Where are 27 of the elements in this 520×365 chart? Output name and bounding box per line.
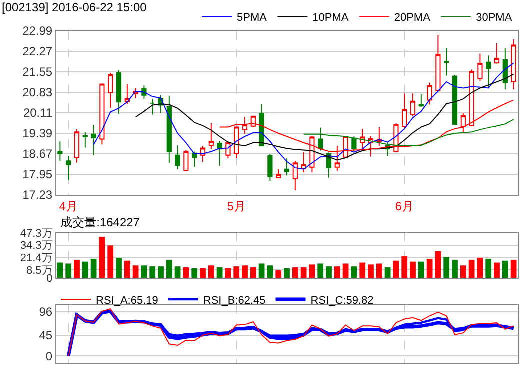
y-tick-label: 47.3万	[20, 228, 53, 240]
y-tick-label: 96	[39, 305, 53, 320]
legend-label: 30PMA	[476, 12, 513, 24]
y-tick-label: 17.95	[22, 168, 53, 182]
y-tick-label: 17.23	[22, 188, 53, 202]
y-tick-label: 21.4万	[20, 252, 53, 264]
y-tick-label: 20.11	[23, 106, 53, 120]
legend-label: RSI_B:62.45	[203, 294, 266, 307]
y-tick-label: 22.27	[22, 44, 53, 59]
y-tick-label: 19.39	[22, 126, 53, 141]
y-tick-label: 21.55	[22, 65, 53, 80]
legend-label: RSI_C:59.82	[310, 294, 374, 307]
x-tick-label: 4月	[59, 199, 78, 214]
y-tick-label: 20.83	[22, 86, 53, 100]
legend-label: 5PMA	[237, 12, 268, 24]
chart-title: 成交量:164227	[60, 215, 140, 230]
legend-label: 10PMA	[312, 12, 350, 24]
y-tick-label: 22.99	[22, 24, 53, 38]
legend-label: 20PMA	[394, 12, 432, 24]
y-tick-label: 34.3万	[20, 240, 53, 252]
x-tick-label: 6月	[395, 199, 414, 214]
y-tick-label: 18.67	[22, 147, 53, 162]
y-tick-label: 45	[39, 328, 53, 343]
y-tick-label: 0	[46, 349, 53, 364]
x-tick-label: 5月	[227, 199, 246, 214]
chart-title: [002139] 2016-06-22 15:00	[2, 0, 148, 14]
legend-label: RSI_A:65.19	[96, 294, 158, 307]
